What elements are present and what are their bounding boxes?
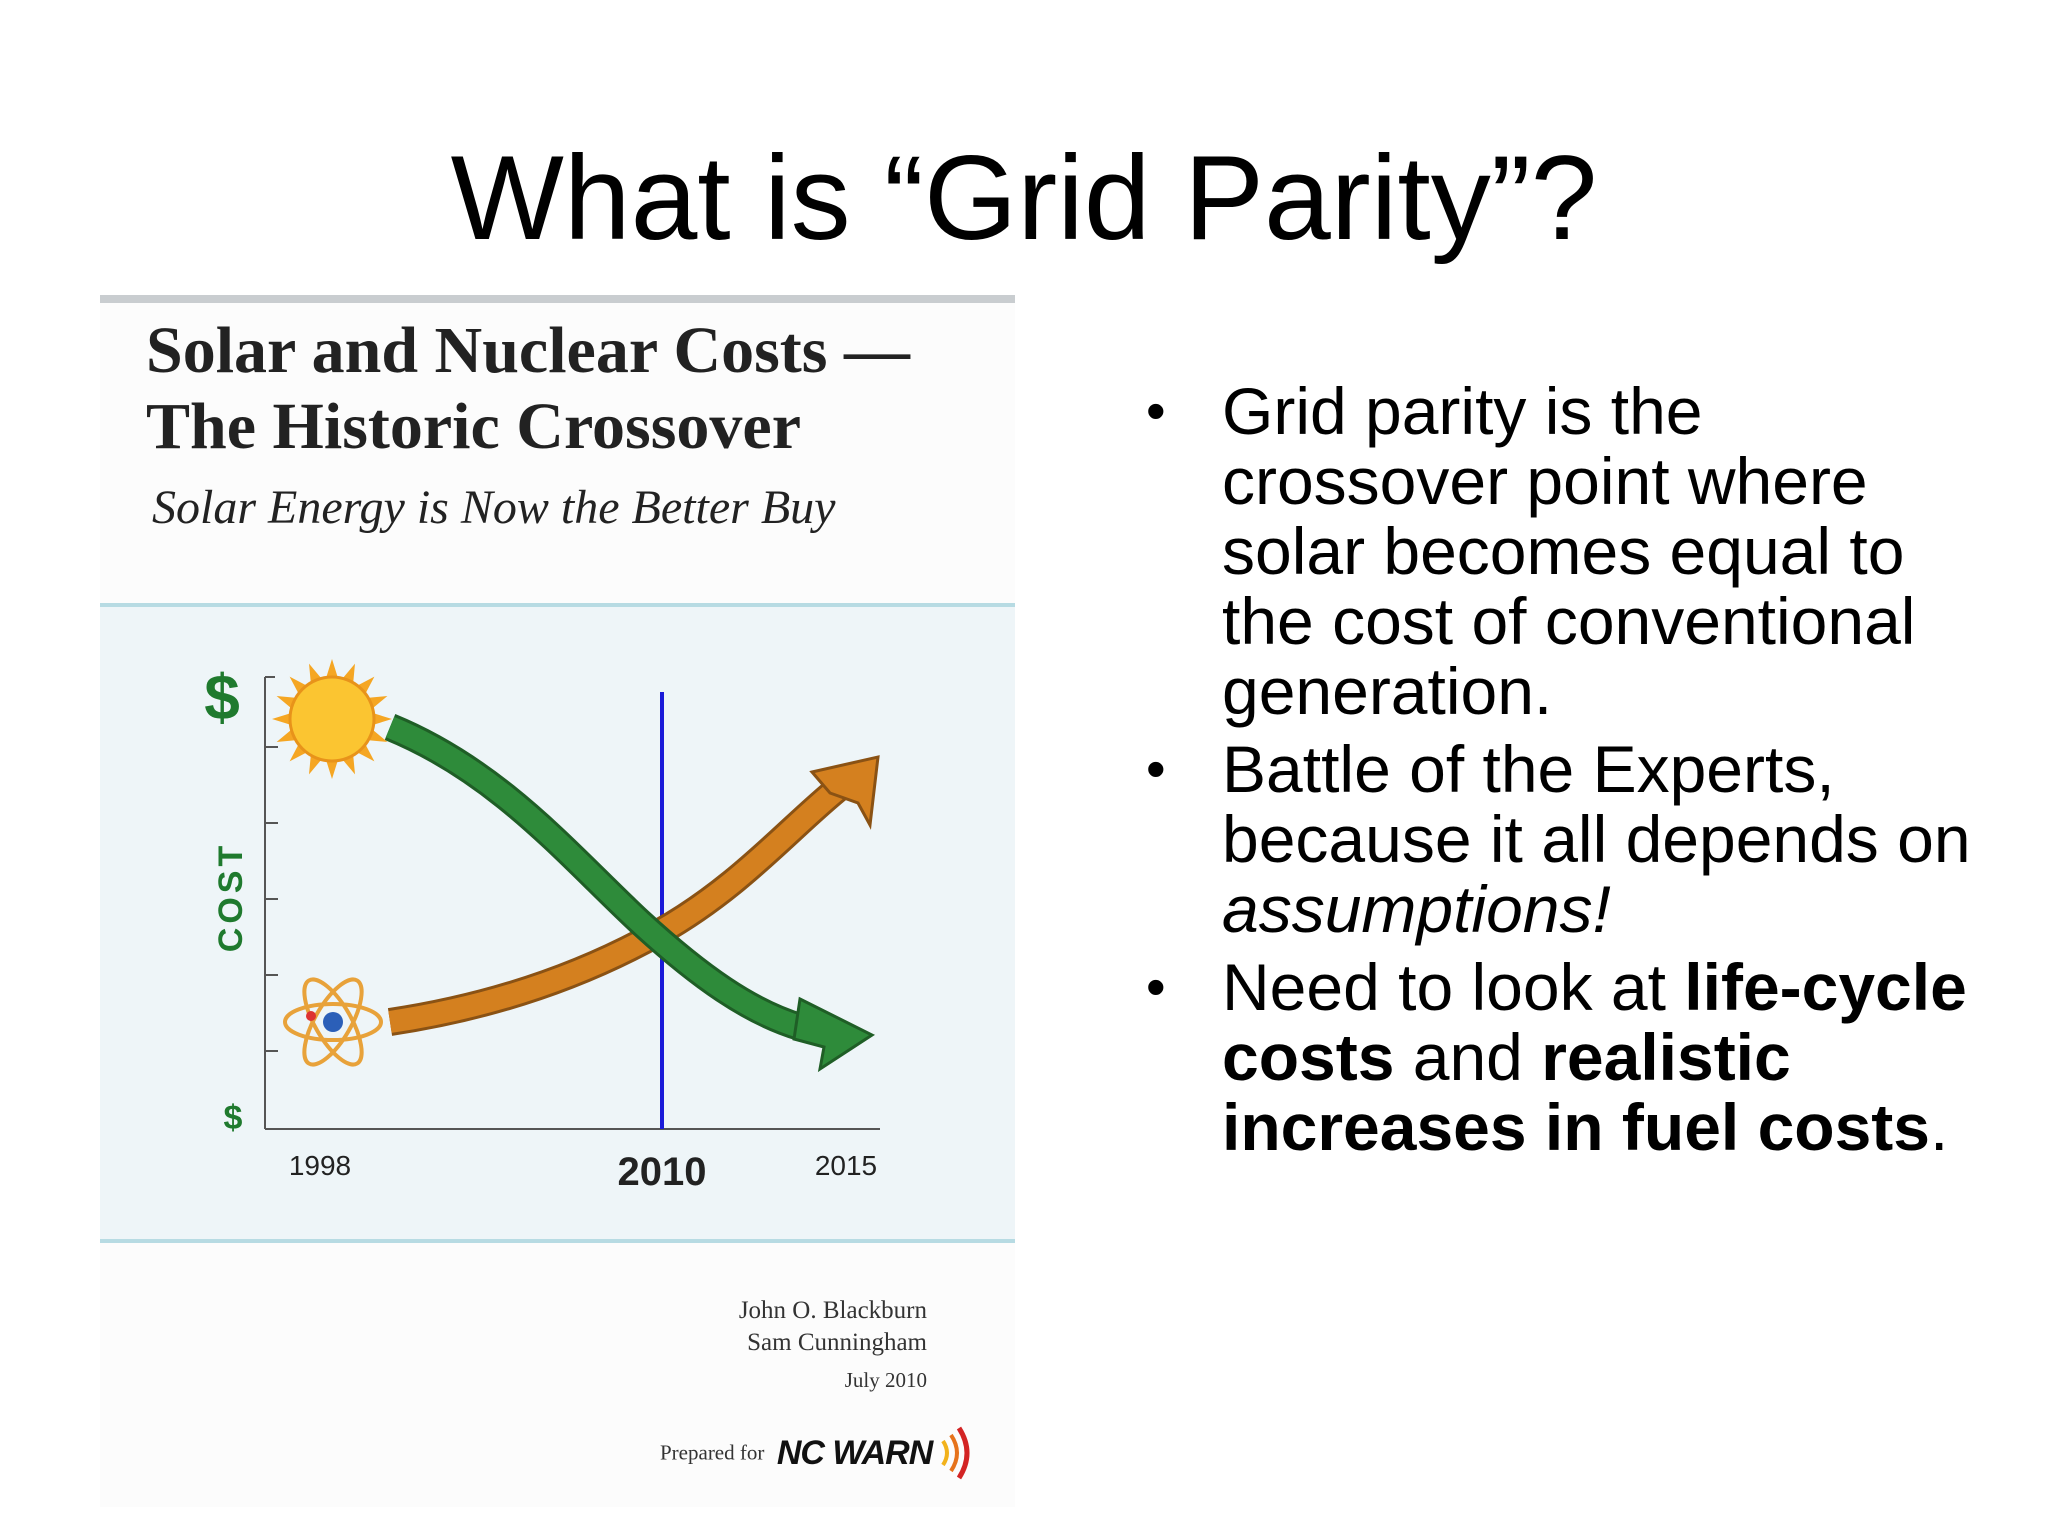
crossover-chart: $ $ COST 1998 2010 2015 [100,603,1015,1243]
broadcast-waves-icon [941,1426,970,1480]
bullet-text: realistic increases in fuel costs [1222,1020,1930,1164]
prepared-for-label: Prepared for [660,1440,765,1465]
cover-title: Solar and Nuclear Costs — The Historic C… [146,313,910,465]
prepared-for: Prepared for NC WARN [660,1423,973,1483]
organization-logo-text: NC WARN [776,1433,933,1472]
bullet-text: Grid parity is the crossover point where… [1222,374,1916,728]
atom-icon [283,977,383,1067]
arrowhead-solar [792,996,876,1073]
arrowhead-nuclear [809,755,880,830]
cover-subtitle: Solar Energy is Now the Better Buy [152,481,836,534]
bullet-item: • Battle of the Experts, because it all d… [1146,734,2006,944]
series-line-solar [385,716,804,1038]
bullet-text: assumptions! [1222,872,1611,946]
cover-title-line2: The Historic Crossover [146,390,802,463]
cover-top-rule [100,295,1015,303]
sun-icon [272,659,392,779]
x-tick-label: 2010 [618,1150,707,1194]
bullet-marker: • [1146,737,1166,800]
bullet-item: • Need to look at life-cycle costs and re… [1146,952,2006,1162]
publication-date: July 2010 [844,1368,927,1392]
y-top-label: $ [204,661,240,733]
bullet-marker: • [1146,379,1166,442]
x-tick-label: 2015 [815,1150,877,1181]
author-name: Sam Cunningham [747,1329,927,1356]
x-tick-label: 1998 [289,1150,351,1181]
bullet-text: life-cycle costs [1222,950,1967,1094]
y-axis-label: COST [212,842,250,952]
bullet-marker: • [1146,955,1166,1018]
y-bottom-label: $ [224,1099,243,1137]
credits: John O. Blackburn Sam Cunningham July 20… [739,1295,927,1395]
chart-svg: $ $ COST 1998 2010 2015 [204,659,880,1194]
bullet-text: Battle of the Experts, because it all de… [1222,732,1971,876]
bullet-text: . [1930,1090,1949,1164]
bullet-text: Need to look at [1222,950,1685,1024]
report-cover: Solar and Nuclear Costs — The Historic C… [100,295,1015,1507]
bullet-text: and [1394,1020,1542,1094]
slide-title: What is “Grid Parity”? [450,131,1598,265]
cover-title-line1: Solar and Nuclear Costs — [146,314,910,387]
author-name: John O. Blackburn [738,1297,927,1324]
bullet-list: • Grid parity is the crossover point wher… [1146,376,2006,1170]
bullet-item: • Grid parity is the crossover point wher… [1146,376,2006,726]
